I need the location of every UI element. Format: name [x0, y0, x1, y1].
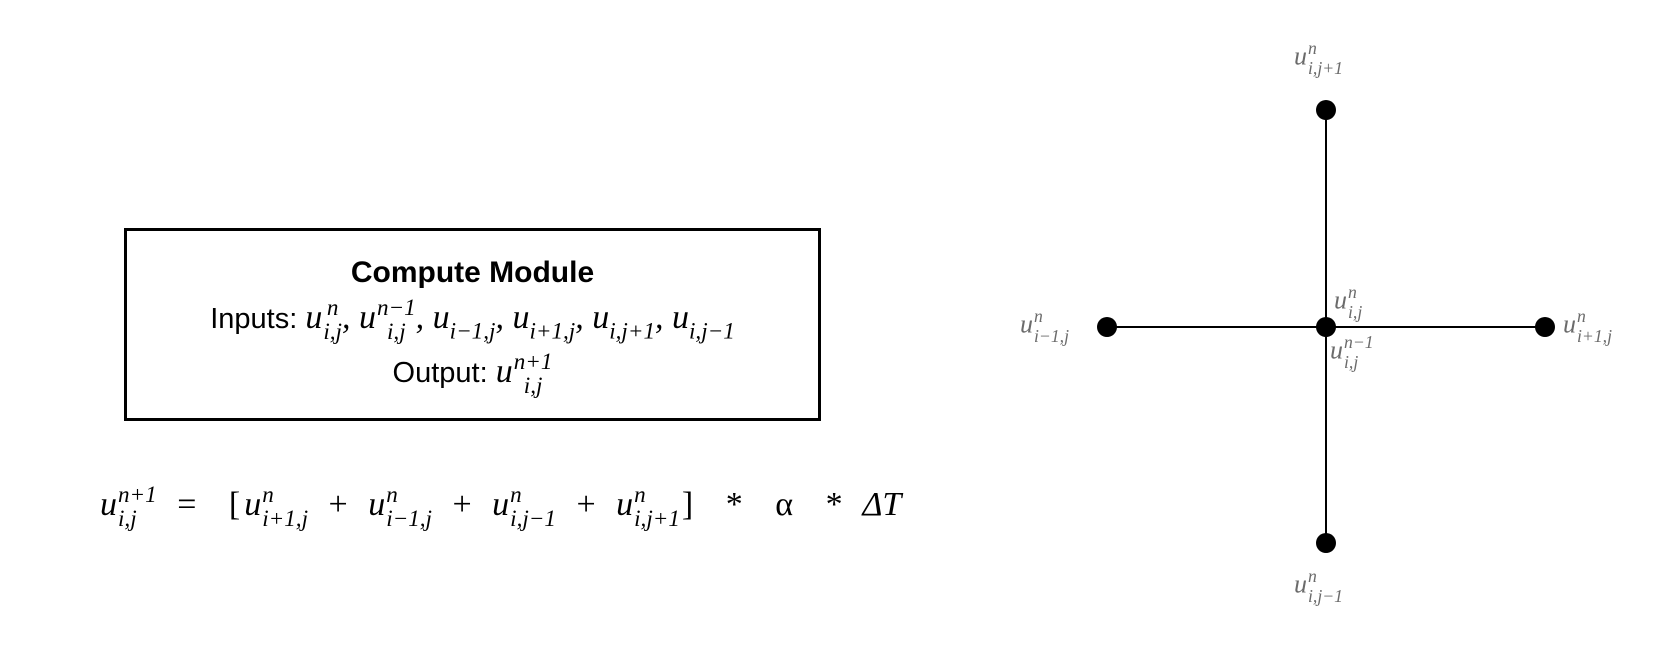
stencil-node-top — [1316, 100, 1336, 120]
stencil-node-center — [1316, 317, 1336, 337]
label-center-node-current: u n i,j — [1334, 282, 1363, 322]
compute-module-box: Compute Module Inputs: u n i,j, u n−1 i,j, u… — [124, 228, 821, 421]
output-label: Output: — [392, 357, 488, 389]
stencil-node-left — [1097, 317, 1117, 337]
stencil-node-bottom — [1316, 533, 1336, 553]
label-top-node: u n i,j+1 — [1294, 38, 1343, 78]
label-right-node: u n i+1,j — [1563, 306, 1612, 346]
label-bottom-node: u n i,j−1 — [1294, 566, 1343, 606]
compute-module-title: Compute Module — [350, 256, 595, 289]
update-equation: u n+1 i,j = [u n i+1,j + u n i−1,j + u n i,j−1 +… — [100, 481, 902, 532]
label-left-node: u n i−1,j — [1020, 306, 1069, 346]
output-line: Output: u n+1 i,j — [127, 345, 818, 399]
label-center-node-previous: u n−1 i,j — [1330, 332, 1374, 372]
inputs-expression: u n i,j, u n−1 i,j, ui−1,j, ui+1,j, ui,j+1, … — [305, 294, 735, 345]
inputs-label: Inputs: — [210, 303, 298, 335]
inputs-line: Inputs: u n i,j, u n−1 i,j, ui−1,j, ui+1,j, … — [127, 291, 818, 345]
output-expression: u n+1 i,j — [495, 348, 553, 399]
stencil-node-right — [1535, 317, 1555, 337]
